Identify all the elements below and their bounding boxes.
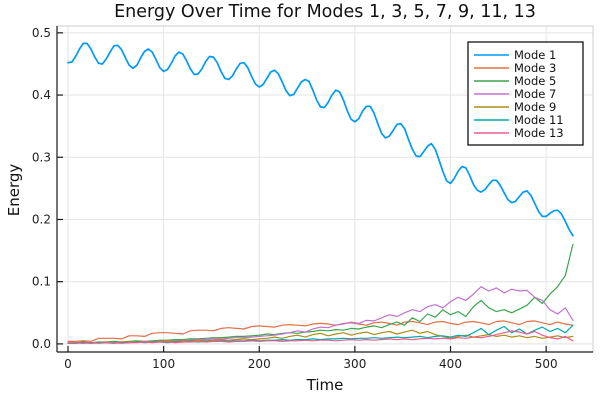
y-tick-label: 0.0 bbox=[32, 337, 51, 351]
chart-title: Energy Over Time for Modes 1, 3, 5, 7, 9… bbox=[114, 2, 536, 22]
legend-label: Mode 11 bbox=[514, 113, 564, 127]
y-tick-label: 0.4 bbox=[32, 88, 51, 102]
x-tick-label: 100 bbox=[152, 357, 175, 371]
legend-label: Mode 1 bbox=[514, 48, 556, 62]
x-tick-label: 0 bbox=[64, 357, 72, 371]
y-axis-label: Energy bbox=[5, 163, 23, 217]
legend-label: Mode 7 bbox=[514, 87, 556, 101]
y-tick-label: 0.3 bbox=[32, 150, 51, 164]
legend-label: Mode 9 bbox=[514, 100, 556, 114]
y-tick-label: 0.2 bbox=[32, 212, 51, 226]
y-tick-label: 0.1 bbox=[32, 275, 51, 289]
x-tick-label: 200 bbox=[248, 357, 271, 371]
x-tick-label: 500 bbox=[535, 357, 558, 371]
series-line-mode-1 bbox=[67, 42, 574, 237]
x-axis-label: Time bbox=[306, 376, 344, 394]
legend-label: Mode 13 bbox=[514, 126, 564, 140]
series-line-mode-13 bbox=[67, 330, 574, 344]
series-line-mode-5 bbox=[67, 243, 574, 344]
legend-label: Mode 5 bbox=[514, 74, 556, 88]
x-tick-label: 300 bbox=[343, 357, 366, 371]
y-tick-label: 0.5 bbox=[32, 26, 51, 40]
series-line-mode-3 bbox=[67, 320, 574, 342]
x-tick-label: 400 bbox=[439, 357, 462, 371]
legend-label: Mode 3 bbox=[514, 61, 556, 75]
